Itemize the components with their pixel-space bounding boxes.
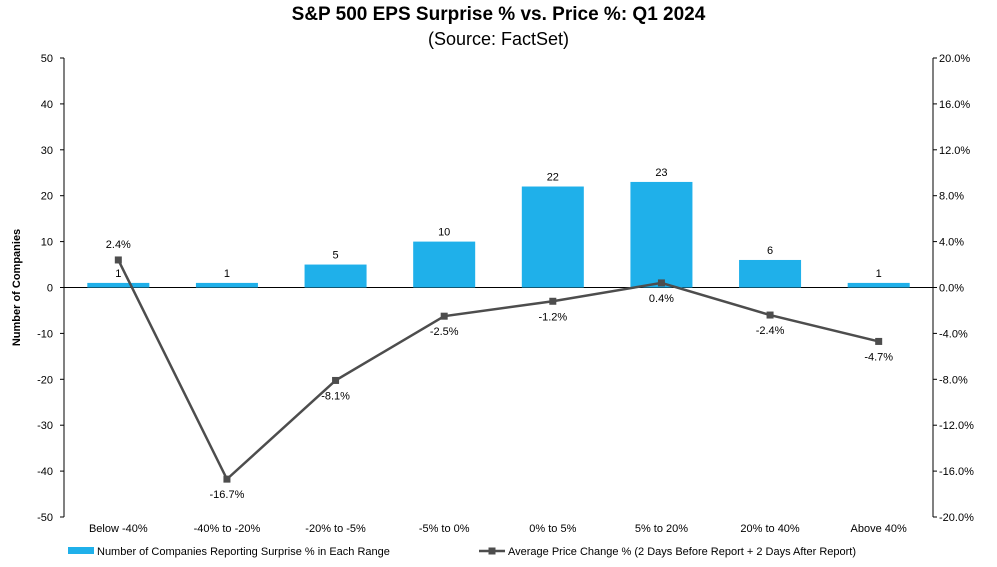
right-tick-label: 16.0% (939, 99, 970, 111)
left-tick-label: 10 (41, 237, 53, 249)
line-point (114, 256, 122, 264)
line-point (332, 376, 340, 384)
bar-value-label: 1 (115, 268, 121, 280)
bar-series (87, 181, 910, 288)
data-labels: 1 1 5 10 22 23 6 1 2.4% -16.7% -8.1% -2.5% -1.2% 0.4%… (106, 167, 893, 501)
line-point (766, 311, 774, 319)
left-tick-label: 20 (41, 191, 53, 203)
line-value-label: -8.1% (321, 390, 350, 402)
right-tick-label: -20.0% (939, 512, 974, 524)
line-value-label: -16.7% (210, 489, 245, 501)
line-value-label: -4.7% (864, 351, 893, 363)
y-axis-label: Number of Companies (11, 229, 23, 346)
legend-bar-label: Number of Companies Reporting Surprise %… (97, 546, 390, 558)
right-tick-label: 0.0% (939, 283, 964, 295)
x-tick-label: -20% to -5% (305, 523, 366, 535)
right-tick-label: 12.0% (939, 145, 970, 157)
line-point (223, 475, 231, 483)
bar-value-label: 10 (438, 227, 450, 239)
bar-value-label: 1 (224, 268, 230, 280)
bar (195, 282, 258, 288)
bar (521, 186, 584, 288)
legend: Number of Companies Reporting Surprise %… (68, 546, 856, 558)
left-tick-label: -20 (37, 374, 53, 386)
right-tick-label: -12.0% (939, 420, 974, 432)
left-tick-label: 0 (47, 283, 53, 295)
x-tick-label: 5% to 20% (635, 523, 688, 535)
line-path (117, 259, 879, 482)
bar-value-label: 23 (655, 167, 667, 179)
right-tick-label: -4.0% (939, 328, 968, 340)
right-tick-label: 20.0% (939, 53, 970, 65)
line-value-label: -2.4% (756, 325, 785, 337)
chart-title: S&P 500 EPS Surprise % vs. Price %: Q1 2… (291, 4, 706, 25)
x-tick-label: Above 40% (851, 523, 907, 535)
bar (413, 241, 476, 288)
left-tick-label: -30 (37, 420, 53, 432)
bar-value-label: 1 (876, 268, 882, 280)
right-tick-label: 4.0% (939, 237, 964, 249)
bar-value-label: 6 (767, 245, 773, 257)
x-tick-label: 20% to 40% (740, 523, 800, 535)
left-tick-label: 50 (41, 53, 53, 65)
line-point (440, 312, 448, 320)
bar-value-label: 22 (547, 172, 559, 184)
line-point (875, 337, 883, 345)
bar (630, 181, 693, 288)
left-tick-label: -40 (37, 466, 53, 478)
line-value-label: 0.4% (649, 293, 674, 305)
left-tick-label: -50 (37, 512, 53, 524)
legend-line-label: Average Price Change % (2 Days Before Re… (508, 546, 856, 558)
right-tick-label: -8.0% (939, 374, 968, 386)
line-series (114, 256, 883, 483)
right-tick-label: 8.0% (939, 191, 964, 203)
chart-subtitle: (Source: FactSet) (427, 29, 570, 49)
x-tick-label: -5% to 0% (419, 523, 470, 535)
line-value-label: 2.4% (106, 239, 131, 251)
x-tick-label: 0% to 5% (529, 523, 576, 535)
axes: 50 40 30 20 10 0 -10 -20 -30 -40 -50 20.0% 16.0% 12.0… (11, 53, 974, 535)
right-tick-label: -16.0% (939, 466, 974, 478)
bar (87, 282, 150, 288)
bar (847, 282, 910, 288)
line-point (657, 279, 665, 287)
legend-bar-swatch (68, 547, 94, 554)
x-tick-label: Below -40% (89, 523, 148, 535)
left-tick-label: -10 (37, 328, 53, 340)
bar-value-label: 5 (333, 250, 339, 262)
line-point (549, 297, 557, 305)
bar (304, 264, 367, 288)
left-tick-label: 40 (41, 99, 53, 111)
left-tick-label: 30 (41, 145, 53, 157)
bar (739, 259, 802, 288)
line-value-label: -1.2% (538, 311, 567, 323)
x-tick-label: -40% to -20% (194, 523, 261, 535)
legend-line-marker (488, 547, 496, 555)
line-value-label: -2.5% (430, 326, 459, 338)
